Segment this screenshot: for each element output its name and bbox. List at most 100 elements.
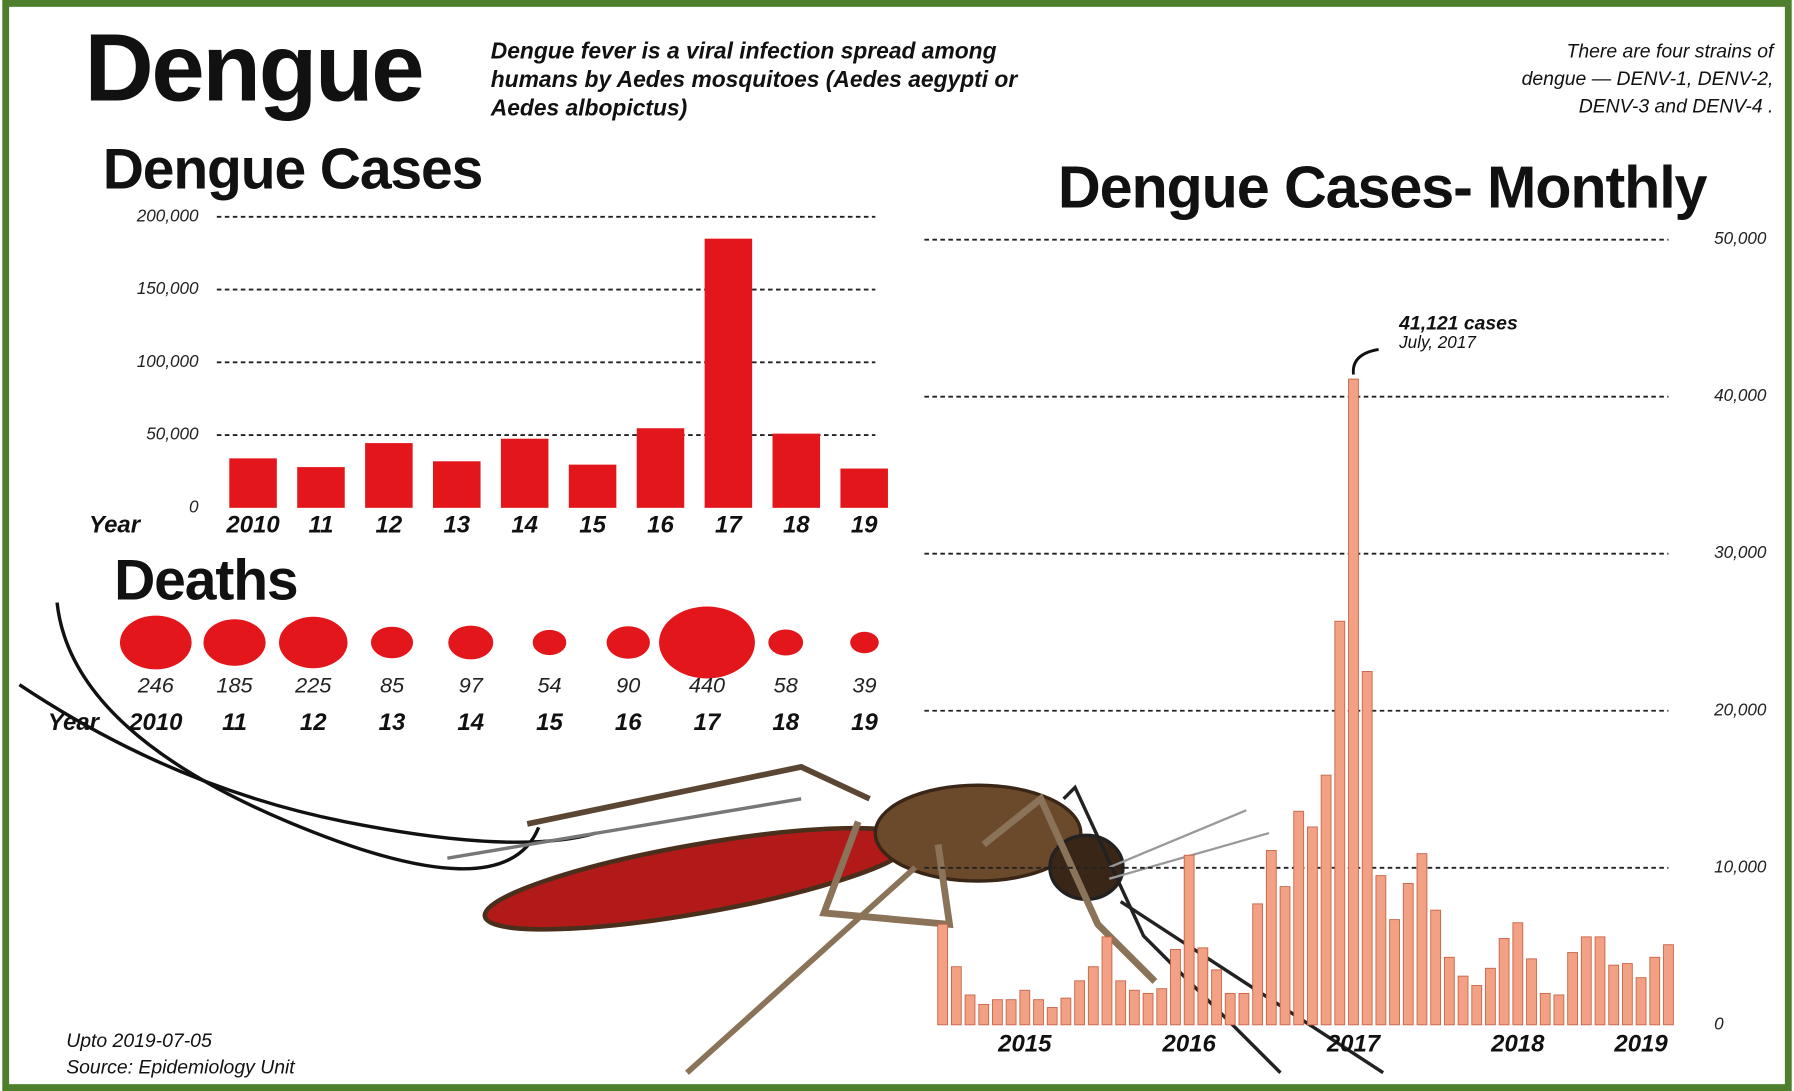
- description-line: humans by Aedes mosquitoes (Aedes aegypt…: [491, 66, 1019, 92]
- bar: [1198, 948, 1208, 1025]
- bubble: [607, 626, 650, 659]
- footer-source: Source: Epidemiology Unit: [66, 1056, 296, 1078]
- bar: [1020, 990, 1030, 1025]
- bubble: [203, 619, 265, 666]
- value-label: 39: [852, 673, 876, 698]
- y-tick-label: 30,000: [1714, 543, 1767, 562]
- value-label: 85: [380, 673, 405, 698]
- bar: [1581, 937, 1591, 1025]
- x-tick-label: 19: [851, 511, 878, 538]
- value-label: 58: [774, 673, 798, 698]
- bar: [1294, 811, 1304, 1025]
- bar: [1390, 920, 1400, 1025]
- description-line: Dengue fever is a viral infection spread…: [491, 38, 997, 64]
- bar: [1650, 957, 1660, 1025]
- bar: [1006, 1000, 1016, 1025]
- bar: [992, 1000, 1002, 1025]
- page-title: Dengue: [84, 15, 422, 122]
- y-tick-label: 20,000: [1713, 700, 1767, 719]
- bar: [1157, 989, 1167, 1025]
- x-tick-label: 15: [536, 709, 563, 736]
- x-tick-label: 2019: [1613, 1031, 1668, 1058]
- bar: [229, 458, 277, 507]
- bar: [705, 239, 753, 508]
- description-line: Aedes albopictus): [490, 95, 687, 121]
- bar: [1253, 904, 1263, 1025]
- footer-updated: Upto 2019-07-05: [66, 1030, 212, 1052]
- y-tick-label: 50,000: [146, 425, 199, 444]
- bar: [1047, 1008, 1057, 1025]
- y-tick-label: 40,000: [1714, 386, 1767, 405]
- bar: [1609, 965, 1619, 1025]
- bar: [1444, 957, 1454, 1025]
- x-tick-label: 11: [222, 709, 247, 736]
- bubble: [279, 617, 348, 668]
- bar: [365, 443, 413, 508]
- value-label: 246: [137, 673, 175, 698]
- bar: [1417, 854, 1427, 1025]
- bar: [1335, 621, 1345, 1025]
- y-tick-label: 0: [189, 497, 199, 516]
- x-tick-label: 2018: [1490, 1031, 1545, 1058]
- bar: [1102, 937, 1112, 1025]
- bar: [1636, 978, 1646, 1025]
- bar: [1307, 827, 1317, 1025]
- bar: [637, 428, 685, 508]
- bar: [1472, 986, 1482, 1025]
- page: { "header": { "title": "Dengue", "descri…: [0, 0, 1794, 1091]
- value-label: 97: [459, 673, 484, 698]
- bar: [1622, 964, 1632, 1025]
- bar: [840, 469, 888, 508]
- bar: [773, 434, 821, 508]
- y-tick-label: 100,000: [137, 352, 199, 371]
- bar: [1129, 990, 1139, 1025]
- x-tick-label: 14: [457, 709, 484, 736]
- x-tick-label: 2010: [225, 511, 280, 538]
- bar: [951, 967, 961, 1025]
- bar: [1568, 953, 1578, 1025]
- bar: [938, 924, 948, 1024]
- bar: [433, 461, 481, 508]
- bar: [1212, 970, 1222, 1025]
- x-axis-label: Year: [89, 511, 142, 538]
- x-tick-label: 12: [376, 511, 403, 538]
- note-line: DENV-3 and DENV-4 .: [1579, 95, 1774, 117]
- bubble: [120, 616, 192, 670]
- bar: [1075, 981, 1085, 1025]
- bar: [1143, 993, 1153, 1024]
- bubble: [448, 626, 493, 660]
- bar: [1184, 855, 1194, 1025]
- bar: [1061, 998, 1071, 1025]
- annotation-text: 41,121 cases: [1398, 312, 1518, 334]
- note-line: There are four strains of: [1567, 41, 1777, 63]
- x-tick-label: 17: [715, 511, 743, 538]
- bar: [1349, 379, 1359, 1025]
- value-label: 185: [216, 673, 253, 698]
- bar: [979, 1004, 989, 1024]
- bar: [1034, 1000, 1044, 1025]
- bar: [1362, 671, 1372, 1024]
- x-tick-label: 2010: [128, 709, 183, 736]
- chart-title: Dengue Cases- Monthly: [1058, 153, 1708, 220]
- x-tick-label: 14: [511, 511, 538, 538]
- bar: [501, 439, 549, 508]
- bar: [1239, 993, 1249, 1024]
- bar: [1554, 995, 1564, 1025]
- bubble: [533, 630, 567, 655]
- bar: [1321, 775, 1331, 1025]
- bar: [1280, 887, 1290, 1025]
- bar: [1527, 959, 1537, 1025]
- value-label: 440: [689, 673, 725, 698]
- x-tick-label: 2017: [1326, 1031, 1382, 1058]
- bar: [1499, 938, 1509, 1024]
- bar: [1486, 968, 1496, 1025]
- chart-title: Deaths: [114, 548, 297, 612]
- x-tick-label: 15: [579, 511, 606, 538]
- y-tick-label: 10,000: [1714, 857, 1767, 876]
- annotation-text: July, 2017: [1398, 333, 1477, 352]
- x-tick-label: 18: [772, 709, 799, 736]
- bar: [1513, 923, 1523, 1025]
- y-tick-label: 200,000: [136, 206, 199, 225]
- bar: [1088, 967, 1098, 1025]
- bar: [1171, 949, 1181, 1024]
